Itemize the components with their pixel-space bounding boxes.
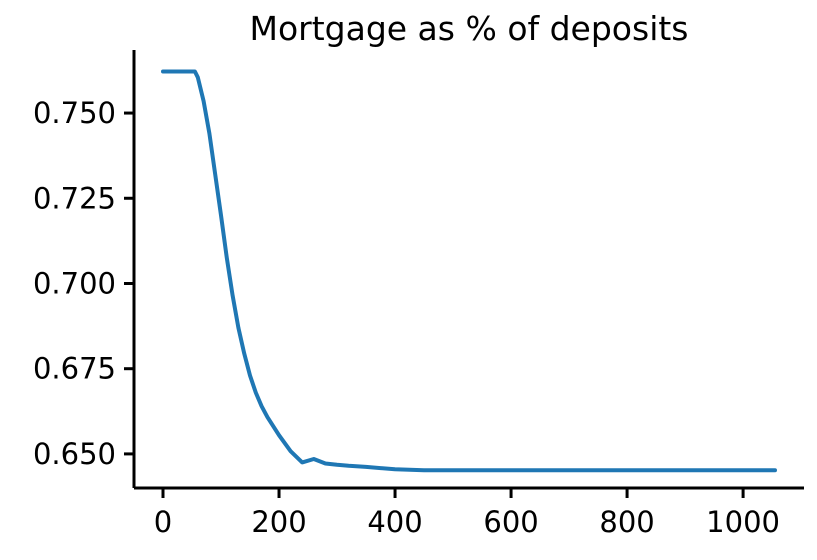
chart-title: Mortgage as % of deposits: [249, 9, 688, 48]
x-tick-label: 800: [599, 505, 654, 539]
y-tick-label: 0.725: [33, 181, 116, 215]
series-line-0: [161, 69, 777, 473]
x-tick-label: 1000: [706, 505, 780, 539]
y-tick-label: 0.700: [33, 266, 116, 300]
y-ticks: 0.650 0.675 0.700 0.725 0.750: [33, 96, 134, 471]
y-tick-label: 0.650: [33, 437, 116, 471]
axes: [132, 50, 804, 490]
y-tick-label: 0.750: [33, 96, 116, 130]
x-tick-label: 600: [483, 505, 538, 539]
x-tick-label: 0: [154, 505, 172, 539]
y-tick-label: 0.675: [33, 352, 116, 386]
x-ticks: 0 200 400 600 800 1000: [154, 488, 780, 539]
x-tick-label: 200: [251, 505, 306, 539]
series-group: [161, 69, 777, 473]
x-tick-label: 400: [367, 505, 422, 539]
